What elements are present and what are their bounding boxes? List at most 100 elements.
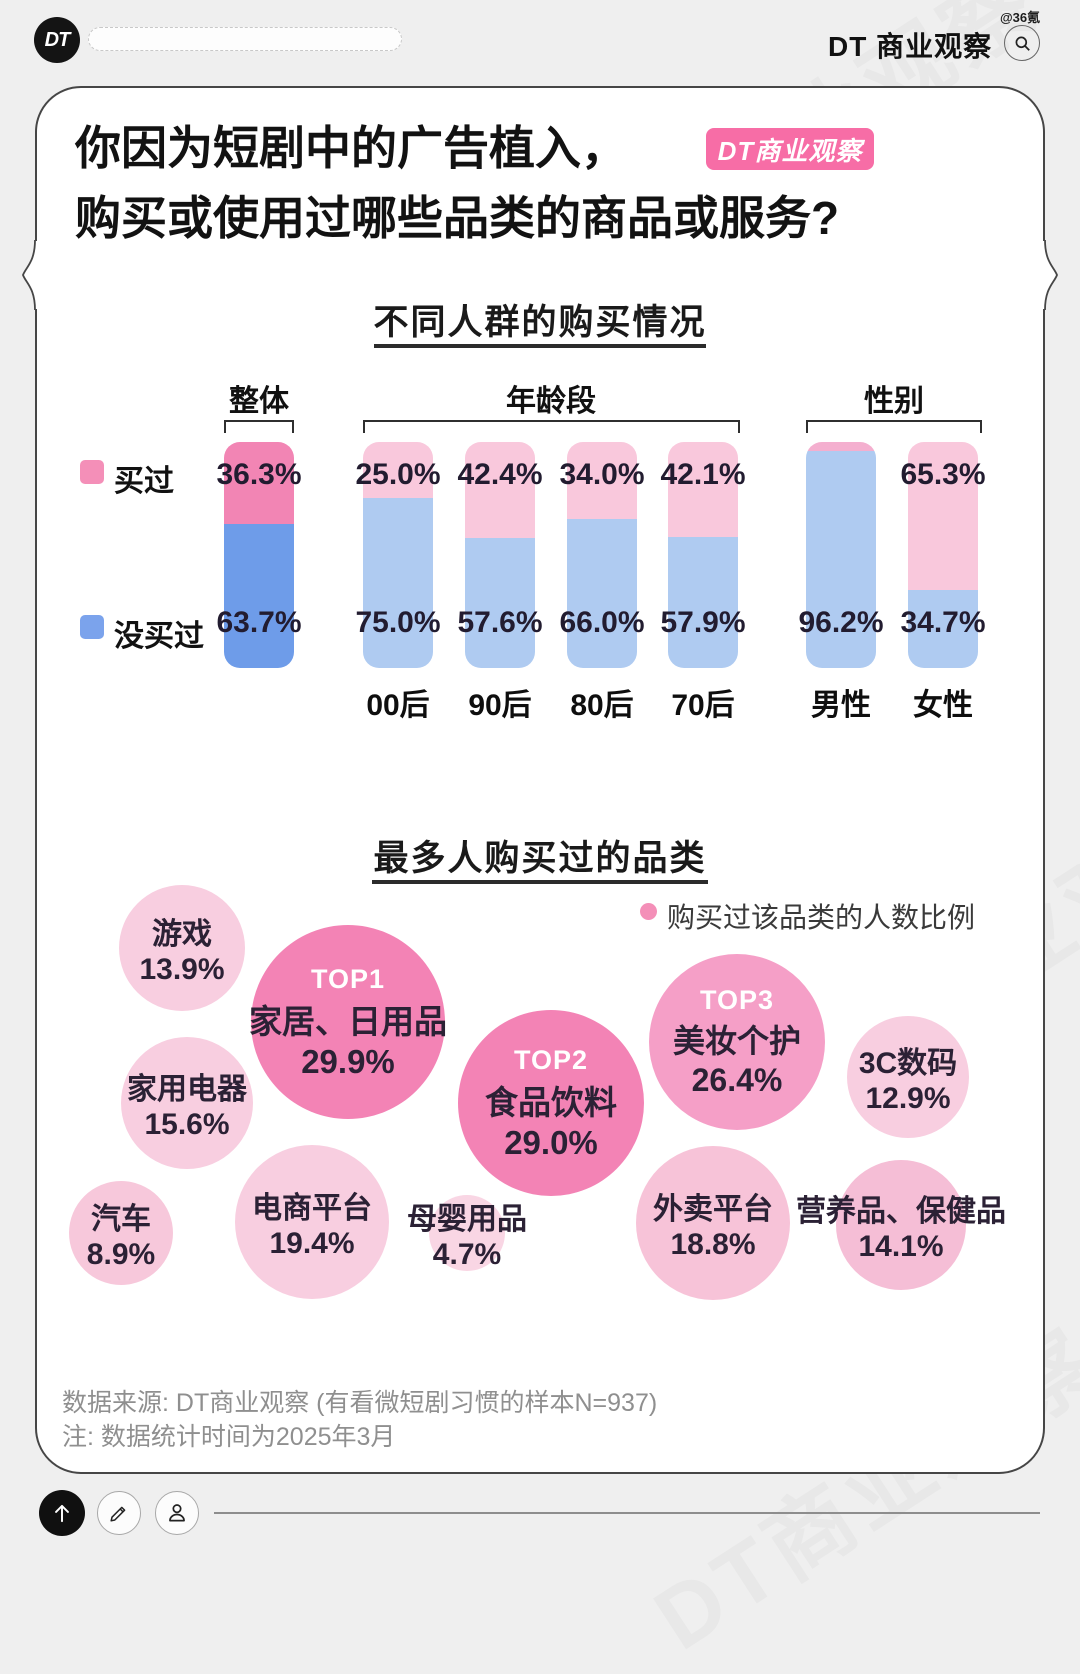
bubble-food-delivery-value: 18.8%	[670, 1228, 756, 1261]
bar-00s	[363, 442, 433, 668]
cat-label-female: 女性	[913, 689, 973, 722]
group-label-gender: 性别	[864, 385, 924, 418]
bubble-food-delivery-name: 外卖平台	[653, 1193, 773, 1226]
data-time-note: 注: 数据统计时间为2025年3月	[62, 1423, 396, 1451]
app-logo-text: DT	[44, 28, 71, 51]
bar-overall-bought-segment	[224, 442, 294, 524]
bubble-food-beverage-rank: TOP2	[513, 1044, 589, 1075]
bubble-games-value: 13.9%	[139, 953, 225, 986]
brand-title: DT 商业观察	[828, 31, 993, 62]
bubble-3c-digital: 3C数码 12.9%	[847, 1016, 969, 1138]
chart1-title: 不同人群的购买情况	[373, 303, 707, 342]
bar-00s-not-bought-segment	[363, 498, 433, 668]
cat-label-male: 男性	[811, 689, 871, 722]
bubble-games: 游戏 13.9%	[119, 885, 245, 1011]
chart2-legend-label: 购买过该品类的人数比例	[667, 902, 976, 933]
app-logo: DT	[34, 17, 80, 63]
pct-00s-bought: 25.0%	[355, 458, 441, 491]
pct-female-bought: 65.3%	[900, 458, 986, 491]
brand-badge: DT商业观察	[706, 128, 874, 170]
bar-80s-bought-segment	[567, 442, 637, 519]
bar-80s-not-bought-segment	[567, 519, 637, 668]
bubble-car: 汽车 8.9%	[69, 1181, 173, 1285]
bar-overall-not-bought-segment	[224, 524, 294, 668]
poster-title-line2: 购买或使用过哪些品类的商品或服务?	[75, 192, 840, 244]
cat-label-00s: 00后	[366, 689, 430, 722]
bubble-ecommerce-name: 电商平台	[252, 1192, 372, 1225]
bar-male	[806, 442, 876, 668]
group-label-age: 年龄段	[506, 385, 596, 418]
group-bracket-gender	[806, 420, 982, 433]
bubble-appliances-value: 15.6%	[144, 1108, 230, 1141]
bottom-divider	[214, 1512, 1040, 1514]
legend-swatch-not-bought	[80, 615, 104, 639]
bar-male-bought-segment	[806, 442, 876, 451]
pct-70s-bought: 42.1%	[660, 458, 746, 491]
bubble-home-daily-value: 29.9%	[301, 1042, 395, 1080]
bubble-home-daily-rank: TOP1	[310, 963, 386, 994]
bubble-food-delivery: 外卖平台 18.8%	[636, 1146, 790, 1300]
legend-swatch-bought	[80, 460, 104, 484]
bubble-nutrition-name: 营养品、保健品	[796, 1195, 1006, 1228]
poster-title-line1: 你因为短剧中的广告植入，	[75, 122, 627, 174]
bubble-ecommerce-value: 19.4%	[269, 1227, 355, 1260]
bubble-beauty: TOP3 美妆个护 26.4%	[649, 954, 825, 1130]
bar-80s	[567, 442, 637, 668]
bar-female-not-bought-segment	[908, 590, 978, 668]
bubble-maternity-name: 母婴用品	[407, 1203, 527, 1236]
cat-label-80s: 80后	[570, 689, 634, 722]
search-button[interactable]	[1004, 25, 1040, 61]
bubble-food-beverage-value: 29.0%	[504, 1123, 598, 1161]
bar-70s	[668, 442, 738, 668]
pct-90s-not-bought: 57.6%	[457, 606, 543, 639]
bubble-home-daily-name: 家居、日用品	[249, 1002, 447, 1040]
search-input[interactable]	[88, 27, 402, 51]
pct-80s-not-bought: 66.0%	[559, 606, 645, 639]
bar-male-not-bought-segment	[806, 451, 876, 668]
person-icon	[169, 1504, 185, 1522]
pct-overall-bought: 36.3%	[216, 458, 302, 491]
pct-00s-not-bought: 75.0%	[355, 606, 441, 639]
bubble-beauty-rank: TOP3	[699, 985, 775, 1015]
bar-90s-bought-segment	[465, 442, 535, 538]
bar-00s-bought-segment	[363, 442, 433, 498]
bubble-car-value: 8.9%	[86, 1238, 156, 1271]
platform-watermark: @36氪	[1000, 10, 1041, 25]
chart1-title-underline	[374, 344, 706, 348]
profile-button[interactable]	[155, 1491, 199, 1535]
bubble-games-name: 游戏	[152, 918, 212, 951]
pct-80s-bought: 34.0%	[559, 458, 645, 491]
legend-label-not-bought: 没买过	[114, 620, 204, 653]
bar-female-bought-segment	[908, 442, 978, 590]
bubble-food-beverage-name: 食品饮料	[485, 1083, 617, 1121]
pct-90s-bought: 42.4%	[457, 458, 543, 491]
bar-90s	[465, 442, 535, 668]
bubble-3c-digital-value: 12.9%	[865, 1082, 951, 1115]
group-label-overall: 整体	[229, 385, 289, 418]
bubble-3c-digital-name: 3C数码	[858, 1047, 958, 1080]
bubble-appliances-name: 家用电器	[127, 1073, 247, 1106]
bubble-appliances: 家用电器 15.6%	[121, 1037, 253, 1169]
bubble-car-name: 汽车	[91, 1203, 151, 1236]
pct-overall-not-bought: 63.7%	[216, 606, 302, 639]
back-to-top-button[interactable]	[39, 1490, 85, 1536]
edit-button[interactable]	[97, 1491, 141, 1535]
chart2-legend-dot	[640, 903, 657, 920]
data-source-note: 数据来源: DT商业观察 (有看微短剧习惯的样本N=937)	[62, 1389, 658, 1417]
legend-label-bought: 买过	[114, 465, 174, 498]
bar-70s-not-bought-segment	[668, 537, 738, 668]
bubble-beauty-name: 美妆个护	[672, 1023, 801, 1059]
bar-90s-not-bought-segment	[465, 538, 535, 668]
pct-70s-not-bought: 57.9%	[660, 606, 746, 639]
pencil-icon	[110, 1506, 126, 1522]
group-bracket-overall	[224, 420, 294, 433]
bubble-nutrition-value: 14.1%	[858, 1230, 944, 1263]
bubble-maternity: 母婴用品 4.7%	[407, 1195, 527, 1271]
bubble-maternity-value: 4.7%	[432, 1238, 502, 1271]
pct-female-not-bought: 34.7%	[900, 606, 986, 639]
pct-male-not-bought: 96.2%	[798, 606, 884, 639]
cat-label-90s: 90后	[468, 689, 532, 722]
chart2-title-underline	[372, 880, 708, 884]
bubble-ecommerce: 电商平台 19.4%	[235, 1145, 389, 1299]
chart2-title: 最多人购买过的品类	[373, 839, 707, 878]
